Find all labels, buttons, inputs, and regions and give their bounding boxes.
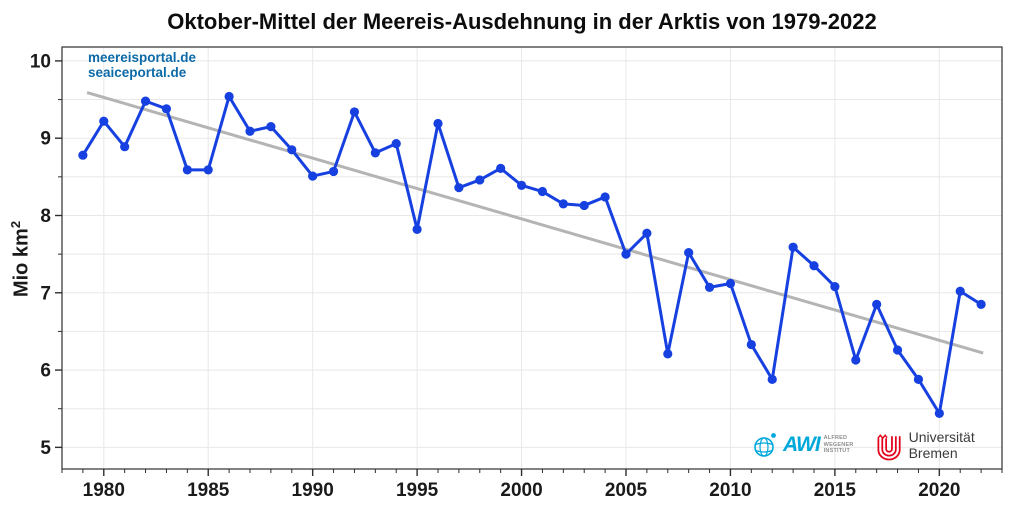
svg-text:9: 9 — [40, 129, 51, 150]
uni-bremen-u-icon — [876, 434, 901, 461]
svg-text:10: 10 — [30, 51, 51, 72]
svg-text:7: 7 — [40, 283, 51, 304]
svg-text:6: 6 — [40, 361, 51, 382]
watermark: meereisportal.de seaiceportal.de — [88, 50, 196, 81]
svg-text:1980: 1980 — [83, 480, 125, 501]
chart-title: Oktober-Mittel der Meereis-Ausdehnung in… — [167, 9, 877, 34]
awi-logo-subtext: ALFRED WEGENER INSTITUT — [824, 435, 854, 456]
awi-globe-icon — [754, 433, 776, 457]
svg-text:2005: 2005 — [605, 480, 648, 501]
logo-row: AWI ALFRED WEGENER INSTITUT Universität … — [753, 426, 1024, 464]
awi-logo: AWI ALFRED WEGENER INSTITUT — [753, 431, 854, 459]
watermark-line1: meereisportal.de — [88, 50, 197, 65]
svg-text:2015: 2015 — [814, 480, 857, 501]
awi-subtext-line2: WEGENER — [823, 441, 854, 448]
svg-text:1990: 1990 — [292, 480, 334, 501]
svg-text:8: 8 — [40, 206, 51, 227]
svg-text:1995: 1995 — [396, 480, 439, 501]
svg-text:2010: 2010 — [709, 480, 751, 501]
svg-text:5: 5 — [40, 438, 51, 459]
svg-text:1985: 1985 — [187, 480, 230, 501]
watermark-line2: seaiceportal.de — [88, 65, 187, 81]
awi-subtext-line1: ALFRED — [823, 434, 848, 441]
awi-logo-wordmark: AWI — [783, 433, 821, 456]
uni-bremen-logo-text: Universität Bremen — [908, 429, 975, 461]
uni-bremen-logo: Universität Bremen — [875, 429, 1024, 461]
awi-subtext-line3: INSTITUT — [823, 448, 851, 455]
svg-text:2020: 2020 — [918, 480, 960, 501]
svg-text:2000: 2000 — [500, 480, 542, 501]
